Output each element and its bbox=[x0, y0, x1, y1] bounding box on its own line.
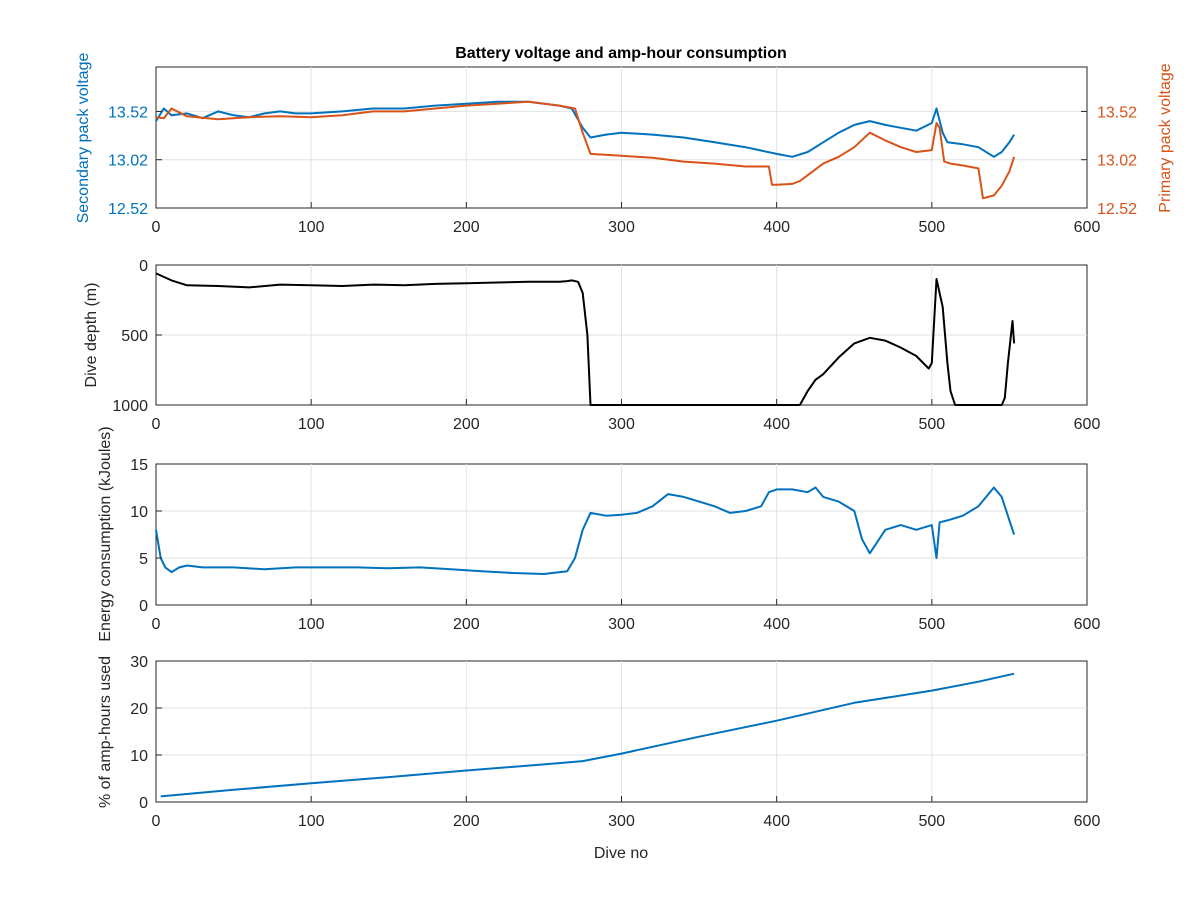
x-tick-label: 200 bbox=[453, 416, 480, 433]
y-tick-label: 1000 bbox=[112, 398, 148, 415]
x-tick-label: 500 bbox=[918, 219, 945, 236]
x-tick-label: 100 bbox=[298, 813, 325, 830]
x-tick-label: 0 bbox=[152, 616, 161, 633]
y-tick-label: 5 bbox=[139, 551, 148, 568]
series-line-primary-pack-voltage bbox=[155, 100, 1016, 200]
x-tick-label: 500 bbox=[918, 616, 945, 633]
x-tick-label: 400 bbox=[763, 219, 790, 236]
x-tick-label: 400 bbox=[763, 616, 790, 633]
x-tick-label: 400 bbox=[763, 813, 790, 830]
y-right-tick-label: 13.02 bbox=[1097, 153, 1137, 170]
x-tick-label: 0 bbox=[152, 813, 161, 830]
x-tick-label: 100 bbox=[298, 416, 325, 433]
series-line-2 bbox=[155, 486, 1016, 575]
x-tick-label: 500 bbox=[918, 813, 945, 830]
y-tick-label: 0 bbox=[139, 598, 148, 615]
x-tick-label: 300 bbox=[608, 813, 635, 830]
x-tick-label: 600 bbox=[1074, 813, 1101, 830]
x-tick-label: 200 bbox=[453, 219, 480, 236]
y-tick-label: 0 bbox=[139, 258, 148, 275]
y-tick-label: 20 bbox=[130, 701, 148, 718]
y-tick-label: 500 bbox=[121, 328, 148, 345]
y-tick-label: 0 bbox=[139, 795, 148, 812]
y-tick-label: 10 bbox=[130, 504, 148, 521]
y-right-tick-label: 12.52 bbox=[1097, 201, 1137, 218]
axes-amp-hours-used: 0 100 200 300 400 500 600 0 10 20 30 % of amp-hour… bbox=[97, 654, 1100, 862]
x-tick-label: 300 bbox=[608, 616, 635, 633]
x-tick-label: 0 bbox=[152, 219, 161, 236]
y-tick-label: 15 bbox=[130, 457, 148, 474]
x-tick-label: 100 bbox=[298, 616, 325, 633]
y-tick-label: 12.52 bbox=[108, 201, 148, 218]
y-axis-label-secondary: Secondary pack voltage bbox=[75, 53, 92, 224]
axes-battery-voltage: 0 100 200 300 400 500 60012.5213.0213.5212.521… bbox=[75, 45, 1174, 236]
x-tick-label: 400 bbox=[763, 416, 790, 433]
y-axis-label-depth: Dive depth (m) bbox=[83, 283, 100, 388]
axes-dive-depth: 0 100 200 300 400 500 600 0 500 1000 Dive depth (… bbox=[83, 258, 1100, 433]
x-tick-label: 0 bbox=[152, 416, 161, 433]
x-tick-label: 200 bbox=[453, 813, 480, 830]
x-tick-label: 600 bbox=[1074, 616, 1101, 633]
x-tick-label: 300 bbox=[608, 416, 635, 433]
series-line-3 bbox=[160, 672, 1015, 798]
y-tick-label: 13.02 bbox=[108, 153, 148, 170]
y-tick-label: 30 bbox=[130, 654, 148, 671]
y-axis-label-amp-hours: % of amp-hours used bbox=[97, 656, 114, 808]
series-line-secondary-pack-voltage bbox=[155, 100, 1015, 158]
axes-energy-consumption: 0 100 200 300 400 500 600 0 5 10 15 Energy consump… bbox=[97, 426, 1100, 641]
y-tick-label: 13.52 bbox=[108, 104, 148, 121]
chart-title: Battery voltage and amp-hour consumption bbox=[455, 45, 787, 62]
x-tick-label: 300 bbox=[608, 219, 635, 236]
x-tick-label: 500 bbox=[918, 416, 945, 433]
x-tick-label: 200 bbox=[453, 616, 480, 633]
y-axis-label-primary: Primary pack voltage bbox=[1157, 63, 1174, 212]
y-right-tick-label: 13.52 bbox=[1097, 104, 1137, 121]
y-axis-label-energy: Energy consumption (kJoules) bbox=[97, 426, 114, 641]
x-tick-label: 600 bbox=[1074, 416, 1101, 433]
series-line-1 bbox=[155, 272, 1016, 406]
x-axis-label: Dive no bbox=[594, 845, 648, 862]
y-tick-label: 10 bbox=[130, 748, 148, 765]
x-tick-label: 100 bbox=[298, 219, 325, 236]
x-tick-label: 600 bbox=[1074, 219, 1101, 236]
